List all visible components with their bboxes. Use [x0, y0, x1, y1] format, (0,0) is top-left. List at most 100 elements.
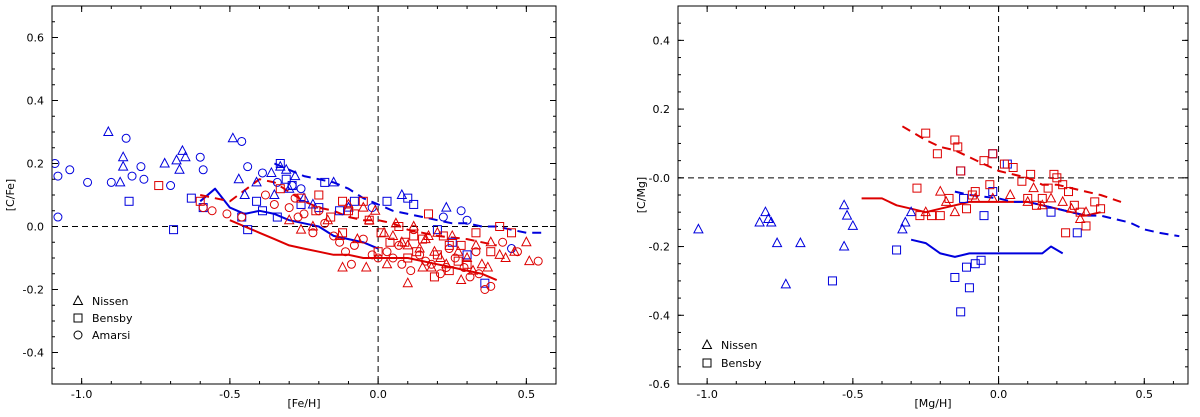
data-point-nissen-blue	[266, 166, 277, 177]
data-point-amarsi-blue	[121, 133, 131, 143]
data-point-amarsi-blue	[83, 177, 93, 187]
data-point-amarsi-red	[260, 190, 270, 200]
y-axis-title: [C/Fe]	[4, 179, 17, 211]
data-point-nissen-blue	[171, 154, 182, 165]
trend-line-red-dashed	[199, 178, 497, 247]
data-point-bensby-red	[1061, 228, 1071, 238]
data-point-amarsi-red	[498, 237, 508, 247]
data-point-bensby-red	[985, 180, 995, 190]
data-point-bensby-red	[438, 231, 448, 241]
x-axis-title: [Fe/H]	[287, 397, 320, 410]
data-point-bensby-red	[932, 149, 942, 159]
data-point-nissen-blue	[289, 170, 301, 181]
data-point-bensby-red	[1026, 169, 1036, 179]
data-point-amarsi-red	[222, 209, 232, 219]
data-point-nissen-red	[1028, 182, 1039, 193]
data-point-bensby-blue	[252, 196, 262, 206]
data-point-nissen-red	[360, 261, 372, 272]
data-point-nissen-red	[435, 251, 446, 262]
data-point-bensby-blue	[169, 225, 179, 235]
data-point-bensby-red	[275, 184, 285, 194]
data-point-bensby-blue	[281, 174, 291, 184]
data-point-amarsi-red	[512, 247, 522, 257]
data-point-nissen-blue	[847, 219, 859, 230]
data-point-nissen-red	[446, 229, 458, 240]
data-point-amarsi-red	[269, 199, 279, 209]
data-point-amarsi-blue	[53, 212, 63, 222]
y-tick-label: 0.2	[27, 158, 45, 171]
data-point-bensby-red	[296, 193, 306, 203]
y-tick-label: 0.0	[27, 221, 45, 234]
data-point-nissen-red	[295, 223, 307, 234]
data-point-amarsi-red	[346, 259, 356, 269]
data-point-bensby-blue	[462, 250, 472, 260]
data-point-bensby-blue	[979, 211, 989, 221]
data-point-bensby-red	[970, 187, 980, 197]
data-point-amarsi-blue	[462, 215, 472, 225]
data-point-amarsi-blue	[257, 168, 267, 178]
data-point-bensby-red	[456, 240, 466, 250]
data-point-nissen-blue	[280, 163, 292, 174]
data-point-nissen-blue	[117, 160, 129, 171]
data-point-bensby-blue	[314, 203, 324, 213]
data-point-bensby-red	[962, 204, 972, 214]
data-point-nissen-red	[1057, 195, 1069, 206]
data-point-amarsi-red	[441, 262, 451, 272]
data-point-amarsi-blue	[456, 206, 466, 216]
data-point-nissen-blue	[233, 173, 245, 184]
data-point-bensby-red	[912, 183, 922, 193]
data-point-amarsi-red	[465, 272, 475, 282]
data-point-bensby-blue	[124, 196, 134, 206]
data-point-amarsi-red	[471, 247, 481, 257]
data-point-amarsi-blue	[52, 159, 60, 168]
data-point-bensby-blue	[243, 225, 253, 235]
data-point-bensby-red	[418, 234, 428, 244]
data-point-amarsi-blue	[136, 162, 146, 172]
data-point-bensby-blue	[296, 199, 306, 209]
trend-line-blue-dashed	[954, 190, 1180, 238]
data-point-nissen-red	[523, 255, 535, 266]
data-point-nissen-blue	[117, 151, 129, 162]
x-axis-title: [Mg/H]	[914, 397, 951, 410]
legend-label-nissen: Nissen	[92, 295, 129, 308]
data-point-nissen-red	[940, 195, 952, 206]
data-point-bensby-blue	[956, 307, 966, 317]
data-point-bensby-blue	[382, 196, 392, 206]
data-point-bensby-red	[1043, 183, 1053, 193]
data-point-nissen-red	[1004, 188, 1016, 199]
data-point-amarsi-red	[207, 206, 217, 216]
data-point-amarsi-red	[237, 212, 247, 222]
data-point-bensby-red	[338, 196, 348, 206]
data-point-nissen-blue	[841, 209, 853, 220]
data-point-bensby-red	[921, 128, 931, 138]
y-tick-label: -0.2	[649, 241, 670, 254]
data-point-nissen-red	[494, 248, 506, 259]
data-point-amarsi-red	[308, 228, 318, 238]
data-point-nissen-red	[307, 220, 319, 231]
data-point-amarsi-red	[397, 259, 407, 269]
data-point-nissen-red	[485, 236, 497, 247]
panel-c-fe: -1.0 -0.5 0.0 0.5 -0.4 -0.2 0.0 0.2 0.4 0.6 [Fe/H]…	[4, 5, 557, 410]
data-point-nissen-red	[521, 236, 532, 247]
data-point-amarsi-blue	[139, 174, 149, 184]
x-tick-label: -0.5	[842, 388, 863, 401]
data-point-amarsi-red	[373, 253, 383, 263]
data-point-bensby-red	[1049, 169, 1059, 179]
data-point-bensby-red	[927, 211, 937, 221]
data-point-bensby-red	[956, 166, 966, 176]
legend-label-bensby: Bensby	[721, 357, 762, 370]
data-point-amarsi-red	[320, 218, 330, 228]
data-point-nissen-blue	[227, 132, 239, 143]
x-tick-label: 0.5	[1136, 388, 1154, 401]
data-point-amarsi-red	[388, 253, 398, 263]
data-point-bensby-red	[403, 253, 413, 263]
legend-marker-square	[702, 358, 712, 368]
data-point-bensby-red	[343, 206, 353, 216]
data-point-nissen-red	[934, 185, 946, 196]
data-point-nissen-blue	[780, 278, 792, 289]
data-point-nissen-red	[402, 277, 414, 288]
data-point-amarsi-blue	[438, 212, 448, 222]
data-point-nissen-blue	[177, 144, 188, 155]
data-point-bensby-red	[507, 228, 517, 238]
